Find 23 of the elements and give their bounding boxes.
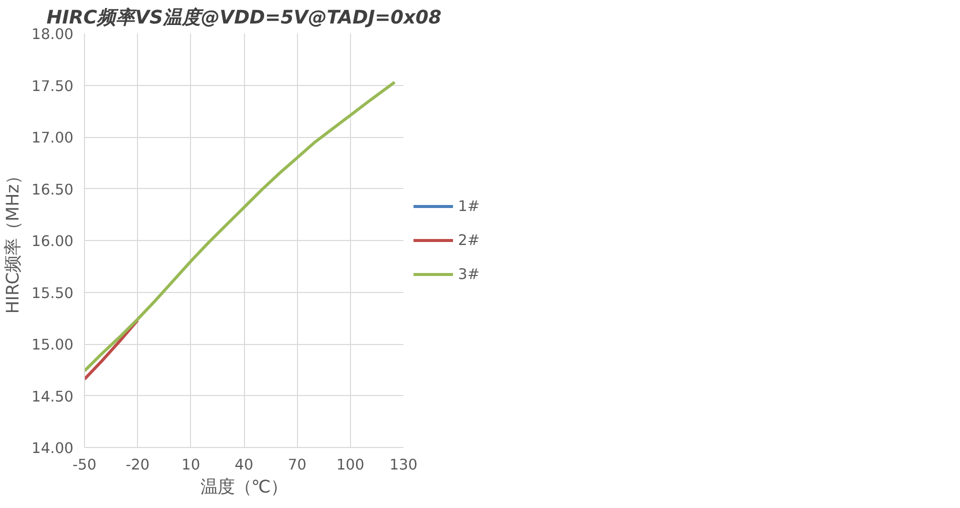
- x-tick-label: 40: [234, 456, 254, 474]
- y-tick-label: 14.00: [32, 440, 74, 457]
- x-tick-label: 10: [182, 456, 200, 474]
- x-tick-label: -50: [72, 456, 96, 474]
- y-tick-label: 16.50: [32, 181, 74, 198]
- y-tick-label: 17.00: [32, 130, 74, 146]
- line-series: [84, 80, 396, 372]
- y-tick-label: 17.50: [32, 78, 74, 95]
- y-tick-label: 15.00: [32, 336, 74, 354]
- x-tick-label: 100: [336, 456, 364, 474]
- x-tick-label: 130: [390, 456, 418, 474]
- y-axis-title: HIRC频率（MHz）: [4, 167, 24, 314]
- x-axis-title: 温度（℃）: [200, 478, 288, 498]
- legend-label: 1#: [458, 198, 480, 214]
- x-tick-label: 70: [288, 456, 306, 474]
- legend-label: 3#: [458, 266, 480, 282]
- y-tick-label: 16.00: [32, 233, 74, 250]
- y-tick-label: 18.00: [32, 26, 74, 43]
- legend-label: 2#: [458, 232, 480, 248]
- y-tick-label: 15.50: [32, 284, 74, 302]
- chart-title: HIRC频率VS温度@VDD=5V@TADJ=0x08: [46, 6, 442, 28]
- y-tick-label: 14.50: [32, 388, 74, 406]
- x-tick-label: -20: [126, 456, 150, 474]
